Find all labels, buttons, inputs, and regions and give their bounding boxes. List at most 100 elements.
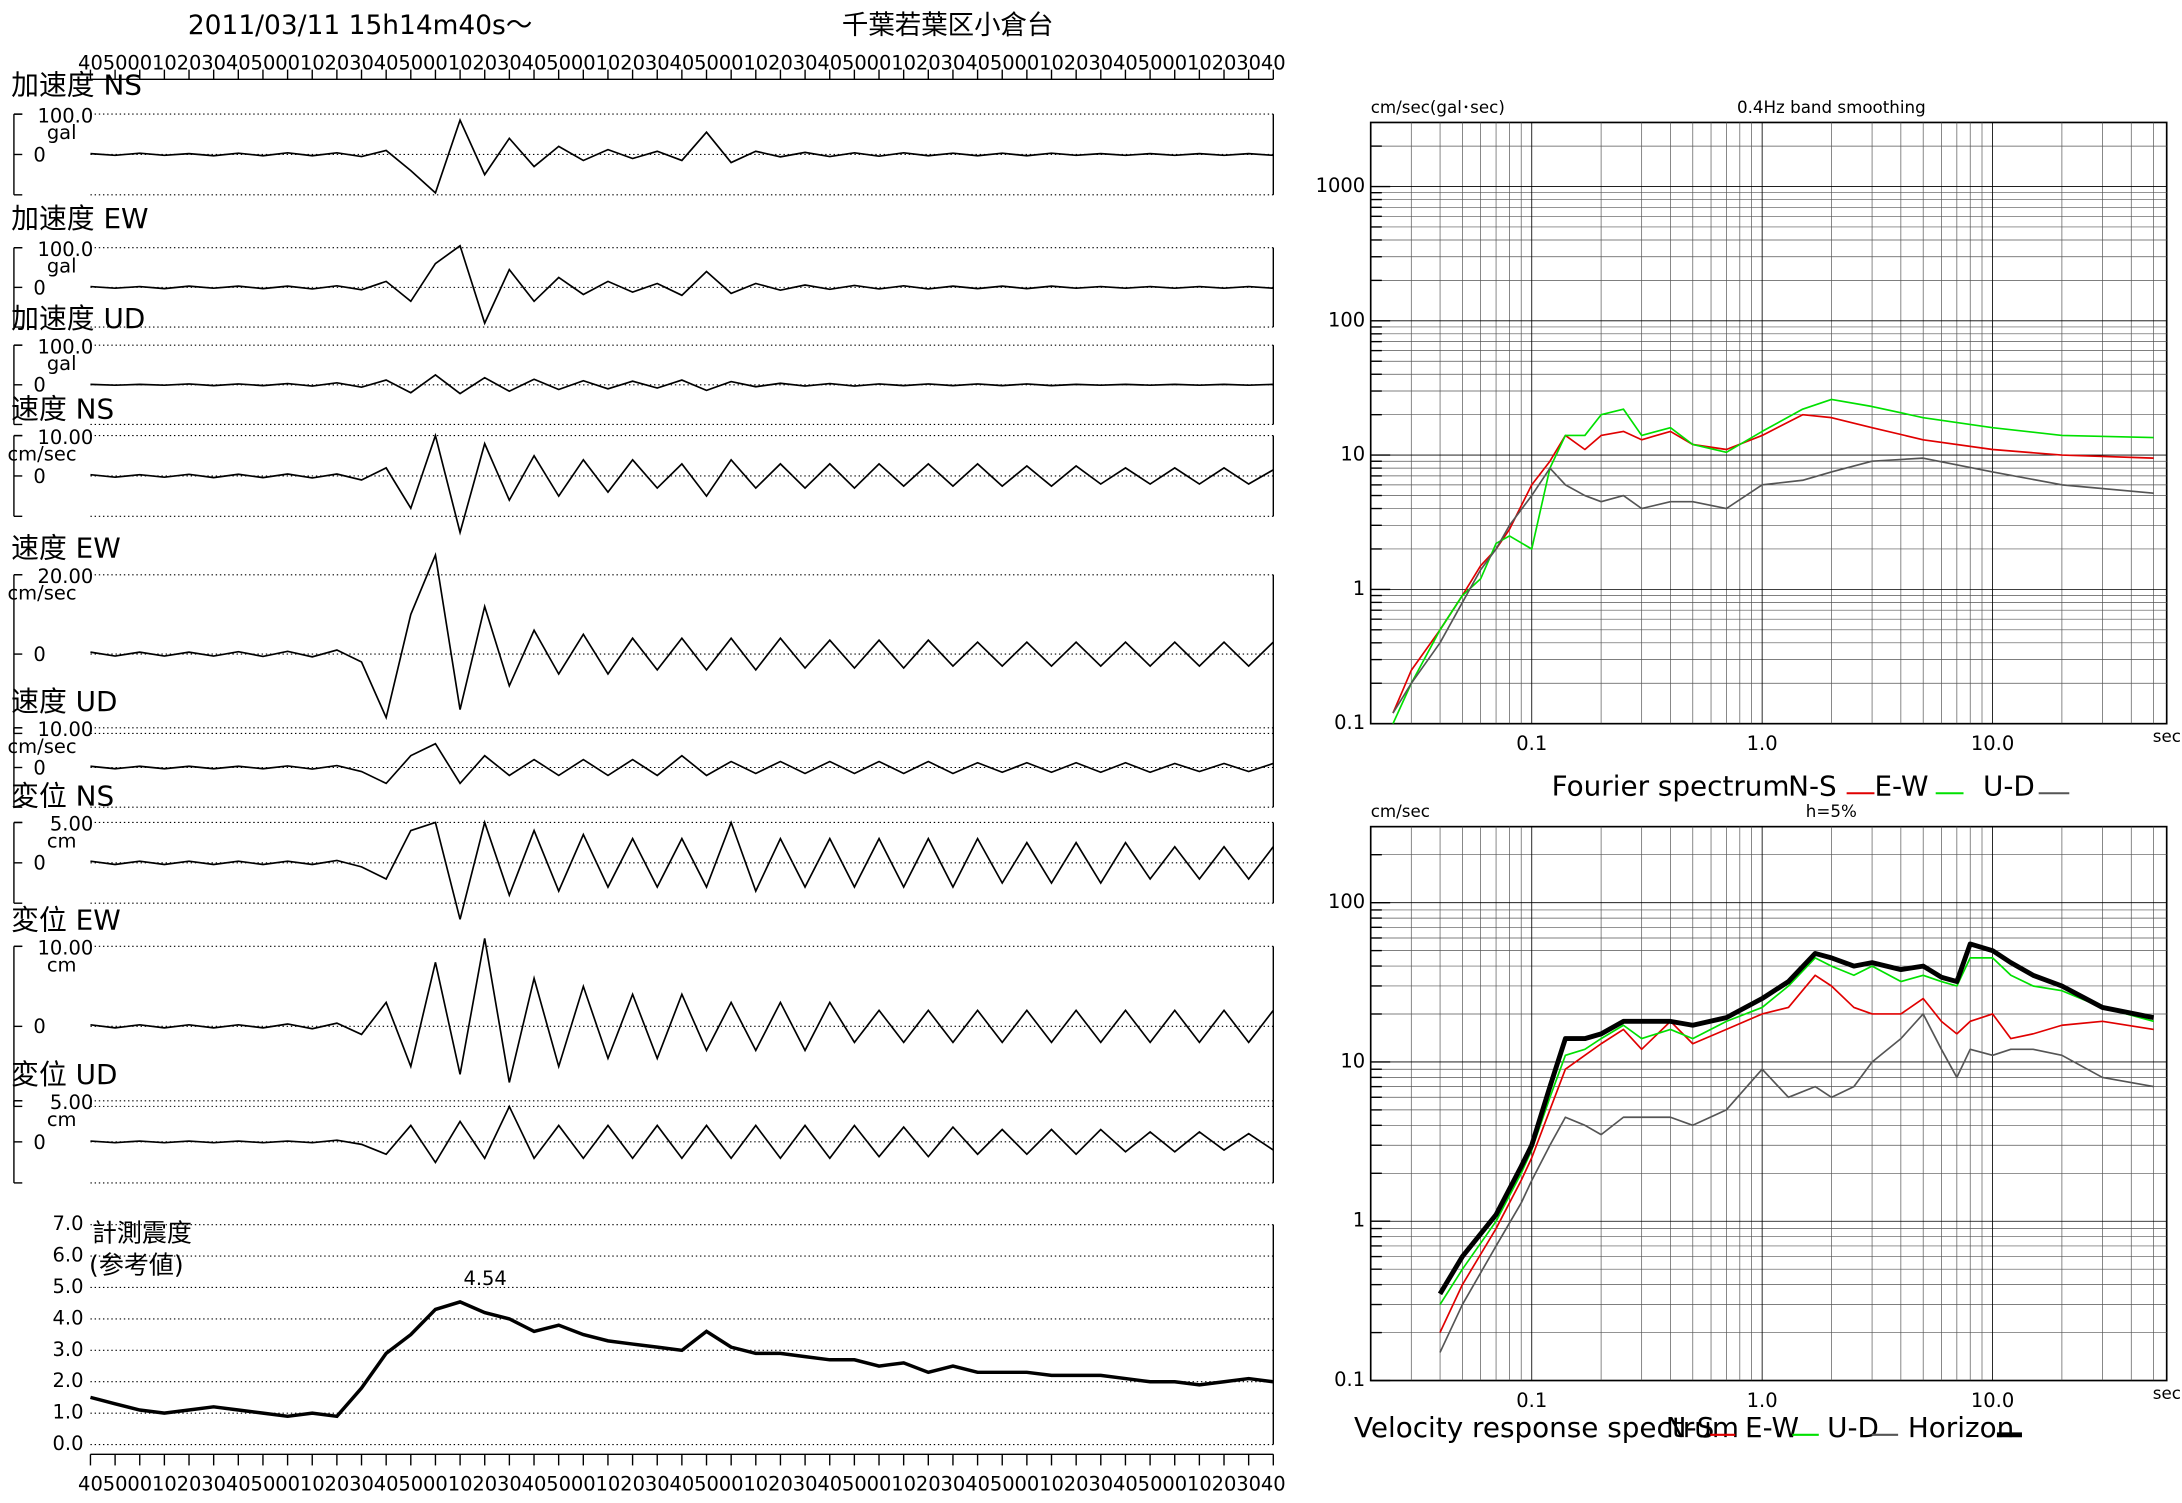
x-tick-label: 1.0: [1747, 732, 1778, 755]
x-tick-label: 50: [842, 52, 867, 75]
unit-label: gal: [47, 352, 77, 375]
unit-label: cm: [47, 953, 77, 976]
unit-label: gal: [47, 121, 77, 144]
x-tick-label: 20: [324, 1472, 349, 1495]
waveform: [90, 938, 1274, 1083]
x-tick-label: 40: [226, 52, 251, 75]
x-tick-label: 50: [398, 1472, 423, 1495]
intensity-line: [90, 1300, 1274, 1419]
unit-label: cm/sec: [7, 582, 76, 605]
plot-frame: [1369, 121, 2168, 725]
x-tick-label: 40: [374, 1472, 399, 1495]
x-tick-label: 50: [251, 1472, 276, 1495]
x-tick-label: 20: [620, 1472, 645, 1495]
y-tick-label: 5.0: [53, 1275, 84, 1298]
x-tick-label: 20: [472, 52, 497, 75]
unit-label: cm: [47, 829, 77, 852]
x-tick-label: 20: [1212, 1472, 1237, 1495]
x-tick-label: 30: [497, 1472, 522, 1495]
y-tick-label: 0: [33, 374, 45, 397]
x-tick-label: 40: [78, 1472, 103, 1495]
header-site: 千葉若葉区小倉台: [842, 10, 1054, 41]
y-tick-label: 100.0: [37, 238, 93, 261]
x-tick-label: 00: [1014, 1472, 1039, 1495]
x-tick-label: 40: [965, 1472, 990, 1495]
x-tick-label: 30: [201, 52, 226, 75]
x-tick-label: 10: [891, 52, 916, 75]
x-tick-label: 30: [645, 1472, 670, 1495]
x-tick-label: 50: [546, 52, 571, 75]
legend-title: Fourier spectrum: [1552, 770, 1790, 803]
x-tick-label: 30: [349, 1472, 374, 1495]
waveform: [90, 551, 1274, 721]
x-tick-label: 20: [768, 52, 793, 75]
y-tick-label: 2.0: [53, 1369, 84, 1392]
x-tick-label: 10: [1039, 1472, 1064, 1495]
x-tick-label: 20: [620, 52, 645, 75]
waveform: [90, 432, 1274, 536]
waveform: [90, 373, 1274, 395]
y-tick-label: 0: [33, 643, 45, 666]
chart-subtitle: h=5%: [1806, 802, 1857, 821]
x-tick-label: 50: [842, 1472, 867, 1495]
x-tick-label: 30: [1236, 1472, 1261, 1495]
panel-title: 変位 EW: [11, 903, 121, 936]
panel-title: 加速度 EW: [11, 202, 148, 235]
y-tick-label: 10: [1340, 1049, 1365, 1072]
x-tick-label: 00: [423, 52, 448, 75]
spectrum-line: [1439, 957, 2154, 1305]
legend-label: N-S: [1788, 770, 1837, 803]
x-tick-label: 20: [177, 52, 202, 75]
spectrum-line: [1392, 457, 2154, 714]
x-tick-label: 30: [1236, 52, 1261, 75]
x-tick-label: 30: [941, 52, 966, 75]
x-tick-label: 50: [103, 1472, 128, 1495]
x-tick-label: 30: [201, 1472, 226, 1495]
spectrum-line: [1392, 413, 2154, 714]
spectrum-line: [1439, 1013, 2154, 1353]
y-tick-label: 0: [33, 143, 45, 166]
x-tick-label: 00: [1014, 52, 1039, 75]
x-tick-label: 40: [817, 1472, 842, 1495]
y-tick-label: 100.0: [37, 335, 93, 358]
x-tick-label: 40: [669, 1472, 694, 1495]
x-tick-label: 00: [275, 1472, 300, 1495]
y-tick-label: 1: [1353, 577, 1365, 600]
x-tick-label: 30: [349, 52, 374, 75]
x-tick-label: 30: [645, 52, 670, 75]
x-tick-label: 50: [990, 52, 1015, 75]
x-tick-label: 0.1: [1516, 1389, 1547, 1412]
legend-label: U-D: [1983, 770, 2035, 803]
spectrum-line: [1439, 974, 2154, 1333]
y-tick-label: 3.0: [53, 1338, 84, 1361]
y-tick-label: 6.0: [53, 1244, 84, 1267]
spectrum-line: [1392, 398, 2154, 724]
x-tick-label: 40: [1113, 52, 1138, 75]
x-tick-label: 10: [1039, 52, 1064, 75]
x-tick-label: 10: [743, 1472, 768, 1495]
x-tick-label: 50: [251, 52, 276, 75]
x-tick-label: 10: [596, 52, 621, 75]
y-tick-label: 1: [1353, 1209, 1365, 1232]
x-tick-label: 20: [472, 1472, 497, 1495]
y-tick-label: 5.00: [50, 813, 93, 836]
y-axis-label: cm/sec: [1371, 802, 1430, 821]
legend-label: N-S: [1666, 1411, 1715, 1444]
x-tick-label: 00: [867, 52, 892, 75]
chart-title: 計測震度: [92, 1218, 192, 1247]
x-tick-label: 00: [275, 52, 300, 75]
y-tick-label: 7.0: [53, 1212, 84, 1235]
y-tick-label: 5.00: [50, 1091, 93, 1114]
x-tick-label: 20: [1064, 52, 1089, 75]
y-tick-label: 20.00: [37, 565, 93, 588]
x-tick-label: 00: [1162, 1472, 1187, 1495]
y-tick-label: 10: [1340, 443, 1365, 466]
chart-subtitle: 0.4Hz band smoothing: [1737, 98, 1926, 117]
x-tick-label: 50: [694, 52, 719, 75]
x-tick-label: 40: [1261, 52, 1286, 75]
x-tick-label: 30: [1088, 52, 1113, 75]
x-tick-label: 10: [152, 1472, 177, 1495]
waveform: [90, 742, 1274, 785]
header-datetime: 2011/03/11 15h14m40s～: [188, 10, 532, 41]
